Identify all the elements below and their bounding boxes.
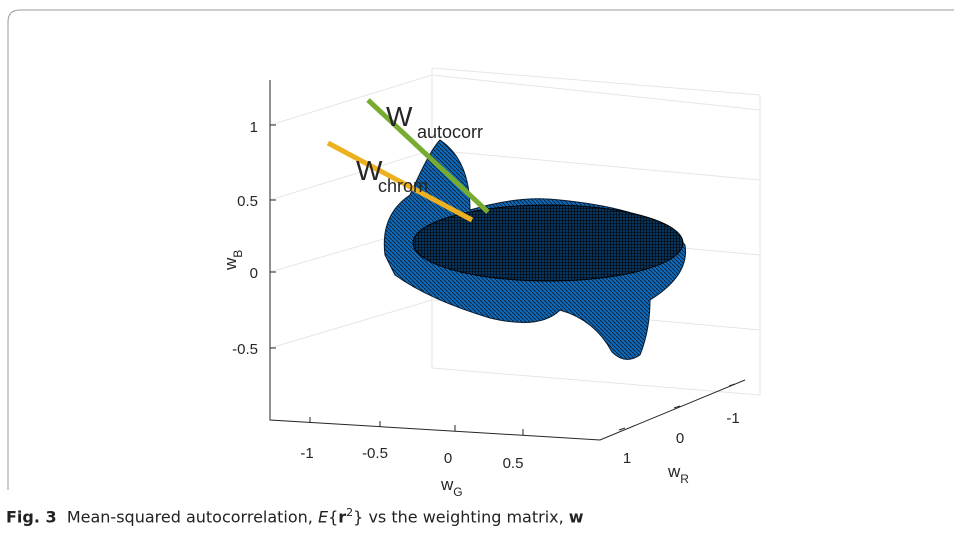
x-tick-label: 0: [444, 450, 452, 467]
caption-brace: {: [328, 507, 339, 527]
label-sub: R: [680, 472, 689, 486]
frame: [7, 9, 954, 490]
x-ticks: -1 -0.5 0 0.5: [300, 445, 523, 472]
surface: [383, 139, 687, 360]
y-tick-label: 0: [676, 430, 684, 447]
annotation-sub: autocorr: [417, 122, 483, 142]
z-tick-label: 1: [250, 119, 258, 136]
w-chrom-line: [326, 140, 474, 223]
tick-marks: [270, 124, 736, 435]
y-tick-label: -1: [726, 410, 739, 427]
axis-lines: [269, 80, 746, 441]
label-base: w: [667, 462, 681, 481]
surface-disc: [412, 204, 684, 282]
caption-power: 2: [346, 506, 354, 519]
label-base: w: [440, 475, 454, 494]
y-ticks: -1 0 1: [623, 410, 740, 467]
caption-r: r: [338, 507, 347, 527]
x-tick-label: -0.5: [362, 445, 388, 462]
annotation: W autocorr: [386, 101, 483, 142]
annotation-sub: chrom: [378, 176, 428, 196]
z-axis-label: wB: [221, 250, 245, 271]
caption-text: vs the weighting matrix,: [368, 507, 564, 527]
x-tick-label: 0.5: [503, 455, 524, 472]
z-ticks: 1 0.5 0 -0.5: [232, 119, 258, 358]
caption-w: w: [568, 507, 584, 527]
y-tick-label: 1: [623, 450, 631, 467]
z-tick-label: 0: [250, 265, 258, 282]
y-axis-label: wR: [667, 462, 689, 486]
x-tick-label: -1: [300, 445, 313, 462]
w-autocorr-line: [366, 98, 490, 214]
z-tick-label: 0.5: [237, 193, 258, 210]
caption-e: E: [317, 507, 329, 527]
figure: W autocorr W chrom 1 0.5 0 -0.5 -1 -0.5 …: [7, 9, 954, 499]
annotation: W chrom: [356, 155, 428, 196]
label-sub: B: [231, 250, 245, 258]
annotation-base: W: [356, 155, 383, 186]
caption-brace: }: [353, 507, 364, 527]
label-sub: G: [453, 485, 462, 499]
label-base: w: [221, 257, 240, 271]
annotation-base: W: [386, 101, 413, 132]
caption: Fig. 3 Mean-squared autocorrelation, E{r…: [6, 506, 584, 526]
caption-text: Mean-squared autocorrelation,: [66, 507, 313, 527]
z-tick-label: -0.5: [232, 341, 258, 358]
caption-label: Fig. 3: [6, 507, 57, 527]
x-axis-label: wG: [440, 475, 463, 499]
axes: [269, 80, 746, 441]
